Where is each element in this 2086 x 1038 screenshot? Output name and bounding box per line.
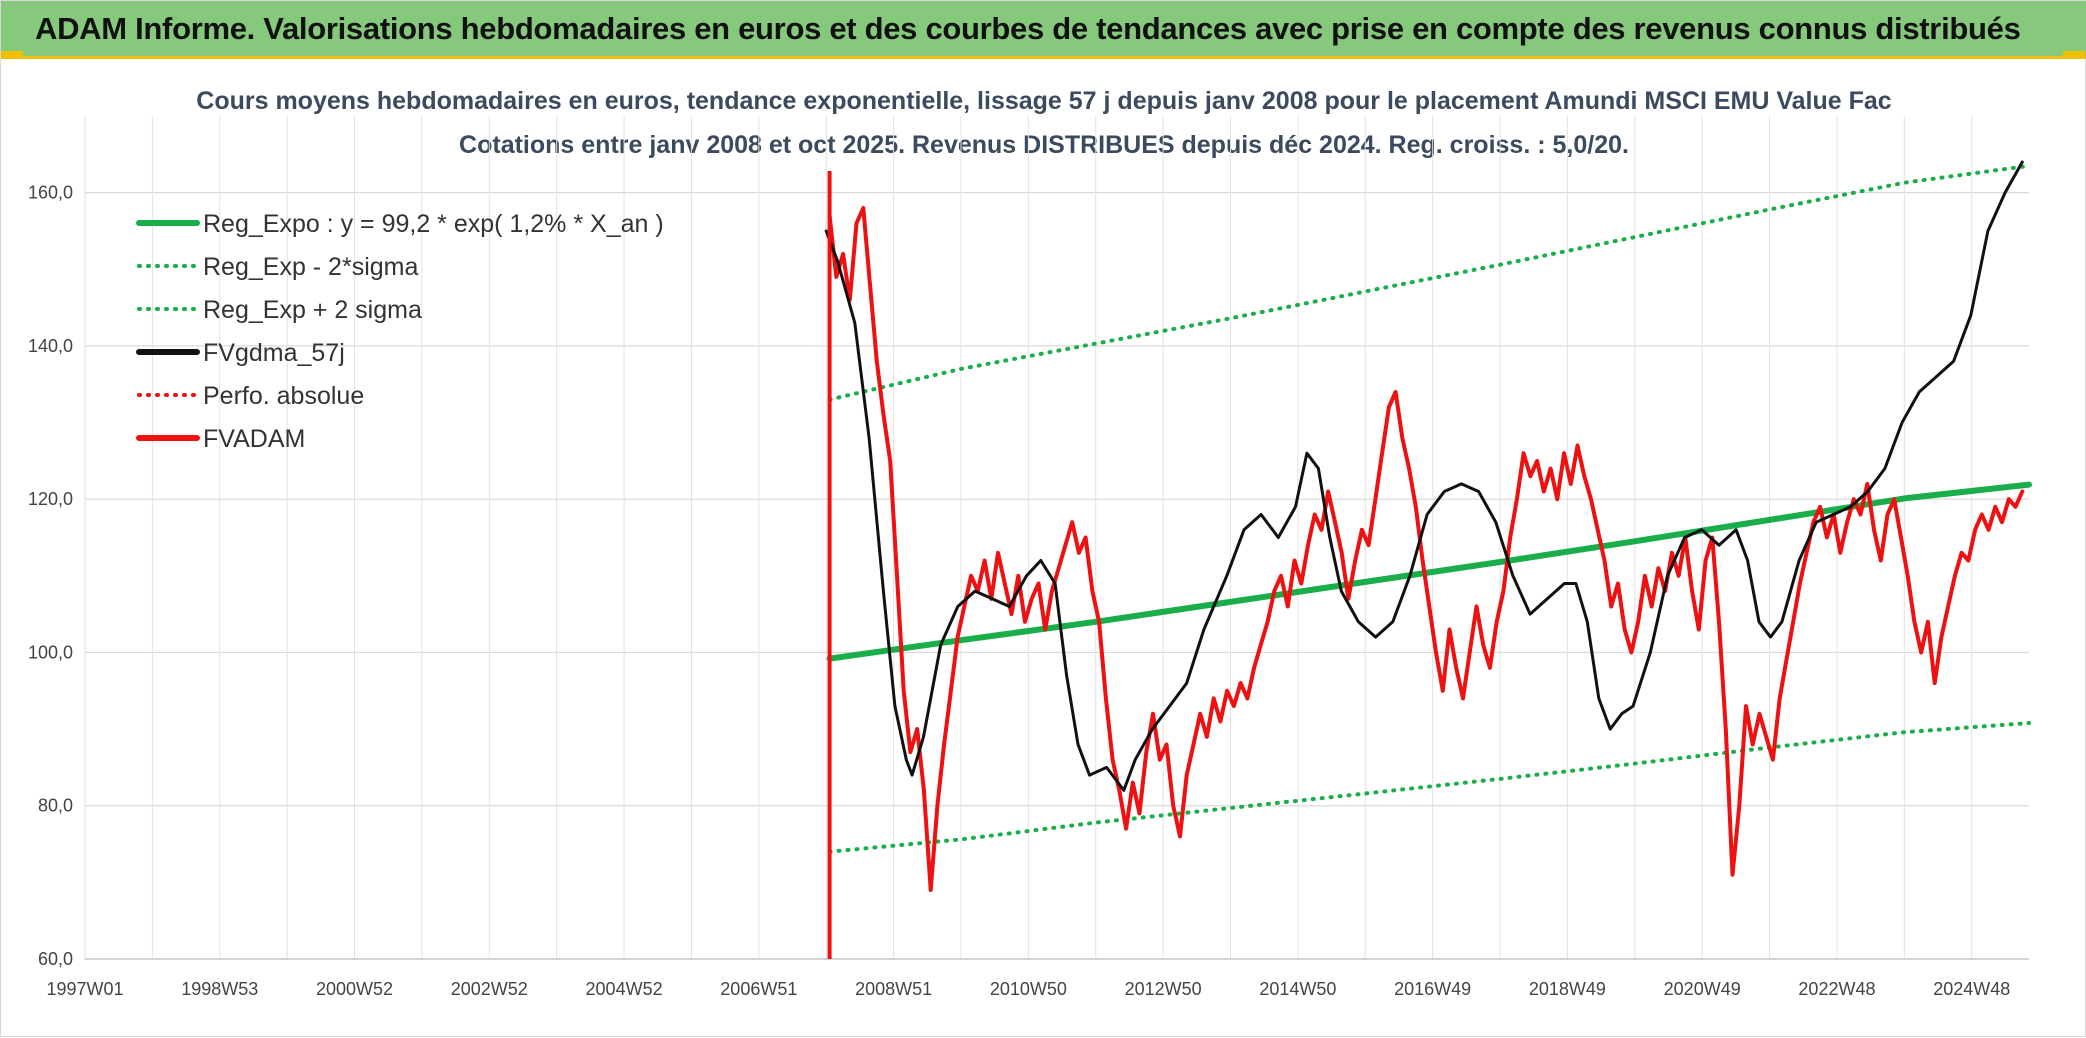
x-tick-label: 2002W52 <box>451 979 528 999</box>
x-tick-label: 2016W49 <box>1394 979 1471 999</box>
legend-label: Reg_Exp - 2*sigma <box>203 253 418 281</box>
legend-label: Reg_Exp + 2 sigma <box>203 296 422 324</box>
y-tick-label: 120,0 <box>28 489 73 509</box>
x-tick-label: 2006W51 <box>720 979 797 999</box>
y-tick-label: 80,0 <box>38 796 73 816</box>
x-tick-label: 1997W01 <box>46 979 123 999</box>
series-line-1 <box>827 721 2031 854</box>
y-tick-label: 100,0 <box>28 642 73 662</box>
legend-label: Reg_Expo : y = 99,2 * exp( 1,2% * X_an ) <box>203 210 664 238</box>
chart-series <box>824 160 2032 959</box>
chart-title: Cours moyens hebdomadaires en euros, ten… <box>196 87 1892 115</box>
y-axis-ticks: 60,0 80,0 100,0 120,0 140,0 160,0 <box>28 183 73 969</box>
x-tick-label: 2012W50 <box>1125 979 1202 999</box>
chart-subtitle: Cotations entre janv 2008 et oct 2025. R… <box>459 131 1629 159</box>
banner-title: ADAM Informe. Valorisations hebdomadaire… <box>35 11 2021 46</box>
x-tick-label: 2010W50 <box>990 979 1067 999</box>
x-tick-label: 2024W48 <box>1933 979 2010 999</box>
chart-grid <box>84 116 2029 960</box>
x-tick-label: 1998W53 <box>181 979 258 999</box>
banner-corner-right <box>2063 51 2085 59</box>
y-tick-label: 60,0 <box>38 949 73 969</box>
x-tick-label: 2008W51 <box>855 979 932 999</box>
series-line-5 <box>827 206 2025 892</box>
legend-label: FVgdma_57j <box>203 339 345 367</box>
banner-corner-left <box>1 51 23 59</box>
series-line-0 <box>826 481 2032 662</box>
x-tick-label: 2004W52 <box>586 979 663 999</box>
series-line-2 <box>827 163 2031 402</box>
series-line-3 <box>824 160 2024 792</box>
legend-label: Perfo. absolue <box>203 382 364 410</box>
y-tick-label: 140,0 <box>28 336 73 356</box>
x-tick-label: 2020W49 <box>1664 979 1741 999</box>
x-tick-label: 2000W52 <box>316 979 393 999</box>
y-tick-label: 160,0 <box>28 183 73 203</box>
x-tick-label: 2018W49 <box>1529 979 1606 999</box>
report-banner: ADAM Informe. Valorisations hebdomadaire… <box>1 1 2086 59</box>
x-tick-label: 2014W50 <box>1259 979 1336 999</box>
x-tick-label: 2022W48 <box>1798 979 1875 999</box>
legend-label: FVADAM <box>203 425 305 453</box>
x-axis-ticks: 1997W01 1998W53 2000W52 2002W52 2004W52 2006W… <box>46 979 2010 999</box>
chart-legend: Reg_Expo : y = 99,2 * exp( 1,2% * X_an )… <box>136 210 664 453</box>
